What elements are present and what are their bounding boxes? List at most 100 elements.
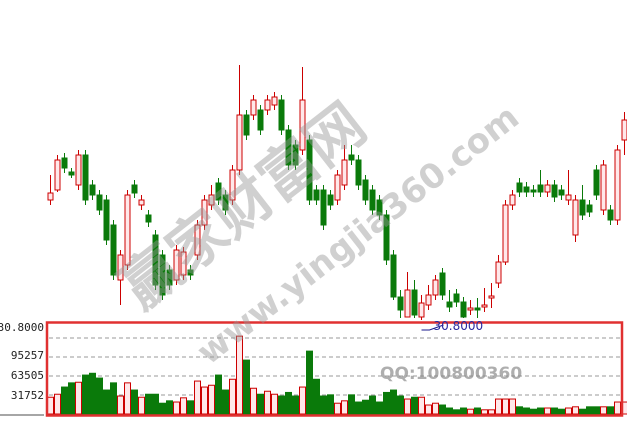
volume-bar [320, 395, 327, 415]
candle [544, 180, 551, 197]
candle-body [89, 184, 96, 196]
candle-body [96, 194, 103, 211]
volume-bar [257, 393, 264, 415]
candle-body [54, 159, 61, 191]
candle [621, 112, 627, 155]
candle-body [68, 171, 75, 176]
candle-body [201, 199, 208, 226]
candle-body [348, 154, 355, 161]
volume-bar [152, 393, 159, 415]
candle-body [208, 194, 215, 206]
candle-body [621, 119, 627, 141]
candle [523, 182, 530, 197]
candle-body [215, 182, 222, 201]
candle-body [467, 307, 474, 311]
volume-bar [110, 382, 117, 415]
volume-bar [467, 408, 474, 415]
candle-body [103, 199, 110, 241]
candle-body [474, 307, 481, 311]
candle-body [586, 204, 593, 213]
candle [502, 200, 509, 265]
candle-body [516, 182, 523, 193]
candle-body [390, 254, 397, 298]
candle [327, 190, 334, 210]
candle-body [257, 109, 264, 131]
candle-body [411, 289, 418, 316]
volume-bar [579, 408, 586, 415]
candle-body [306, 139, 313, 201]
candle-body [614, 149, 621, 221]
candle [411, 280, 418, 318]
candle [432, 275, 439, 300]
candle [334, 170, 341, 205]
candle [516, 178, 523, 197]
volume-bar [285, 391, 292, 415]
candle-body [47, 192, 54, 201]
volume-bar [383, 391, 390, 415]
candle-body [558, 189, 565, 196]
volume-bar [376, 401, 383, 415]
candle [68, 168, 75, 178]
candle [117, 250, 124, 305]
low-price-marker: 30.8000 [421, 319, 483, 333]
candle-body [425, 294, 432, 306]
volume-bar [411, 396, 418, 415]
volume-bar [208, 384, 215, 415]
candle-body [355, 159, 362, 186]
candle-body [439, 272, 446, 296]
volume-bar [362, 399, 369, 415]
volume-bar [495, 398, 502, 415]
candle [453, 289, 460, 307]
candle-body [418, 302, 425, 318]
candle-body [313, 189, 320, 201]
volume-bars [47, 335, 627, 415]
candle [488, 283, 495, 308]
volume-tick-label: 95257 [11, 349, 44, 362]
candle-body [117, 254, 124, 281]
candle [593, 165, 600, 200]
candle [82, 150, 89, 205]
candle [383, 210, 390, 265]
candle-body [159, 254, 166, 296]
volume-bar [565, 407, 572, 415]
volume-bar [215, 374, 222, 415]
candle-body [453, 293, 460, 303]
candle [152, 230, 159, 290]
price-panel [47, 65, 627, 320]
volume-bar [516, 406, 523, 415]
candle-body [579, 199, 586, 216]
candle [306, 135, 313, 205]
candle [159, 250, 166, 300]
candle [292, 140, 299, 170]
volume-bar [369, 395, 376, 415]
candle-body [180, 251, 187, 276]
volume-bar [82, 374, 89, 415]
volume-bar [299, 386, 306, 415]
candle-body [376, 199, 383, 216]
candle-body [572, 199, 579, 236]
volume-bar [222, 389, 229, 415]
volume-bar [446, 407, 453, 415]
volume-bar [313, 378, 320, 415]
volume-bar [453, 409, 460, 415]
candle [467, 300, 474, 315]
candle [61, 153, 68, 173]
volume-bar [474, 407, 481, 415]
candle [313, 185, 320, 205]
candle [425, 285, 432, 310]
candle-body [278, 99, 285, 131]
volume-bar [264, 390, 271, 415]
candle [194, 220, 201, 260]
candle-body [369, 189, 376, 211]
candle [418, 295, 425, 320]
candle [446, 290, 453, 312]
volume-bar [607, 406, 614, 415]
candle [166, 265, 173, 290]
volume-bar [243, 359, 250, 415]
candle-body [432, 279, 439, 296]
low-marker-line [421, 324, 444, 331]
candle-body [404, 289, 411, 318]
candle-body [495, 261, 502, 284]
candle [271, 92, 278, 110]
